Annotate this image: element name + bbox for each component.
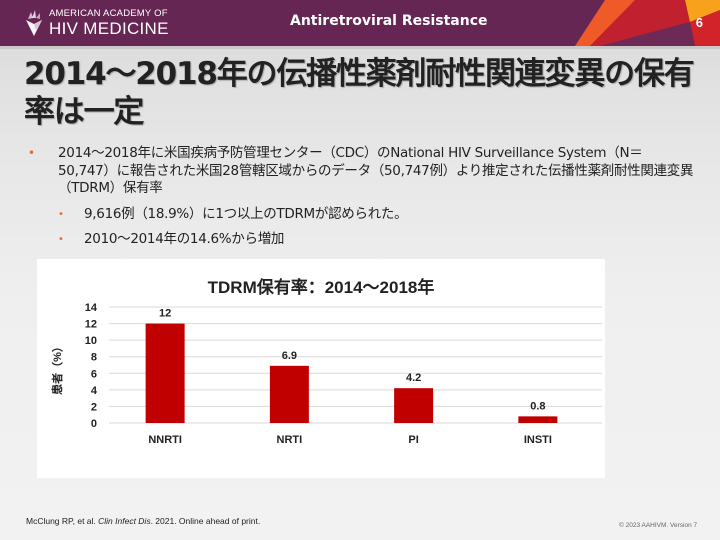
data-labels: 12 6.9 4.2 0.8 (159, 308, 546, 413)
x-axis-ticks: NNRTI NRTI PI INSTI (148, 434, 552, 446)
y-tick-label: 2 (91, 401, 97, 413)
bar-insti (518, 416, 558, 423)
bullet-dot-icon: • (58, 208, 64, 220)
sub-bullet-item: • 2010～2014年の14.6%から増加 (24, 231, 694, 248)
copyright: © 2023 AAHIVM. Version 7 (619, 522, 698, 529)
sub-bullet-item: • 9,616例（18.9%）に1つ以上のTDRMが認められた。 (24, 206, 694, 223)
sub-bullet-text: 9,616例（18.9%）に1つ以上のTDRMが認められた。 (84, 205, 408, 222)
x-tick-label: PI (408, 434, 418, 446)
x-tick-label: NNRTI (148, 434, 182, 446)
logo-text: AMERICAN ACADEMY OF HIV MEDICINE (49, 9, 169, 37)
header-divider (0, 46, 720, 49)
y-axis-ticks: 0 2 4 6 8 10 12 14 (85, 302, 98, 430)
page-number: 6 (695, 15, 703, 30)
logo-line1: AMERICAN ACADEMY OF (49, 8, 168, 20)
bar-pi (394, 388, 434, 423)
bullet-dot-icon: • (58, 233, 64, 245)
x-tick-label: INSTI (524, 434, 552, 446)
reference-rest: . 2021. Online ahead of print. (150, 516, 261, 526)
bar-nnrti (145, 323, 185, 423)
bullet-text: 2014～2018年に米国疾病予防管理センター（CDC）のNational HI… (58, 145, 694, 196)
header-accent-graphic (550, 0, 720, 46)
y-tick-label: 8 (91, 352, 97, 364)
logo-mark-icon (26, 10, 42, 36)
bullet-item: • 2014～2018年に米国疾病予防管理センター（CDC）のNational … (24, 145, 694, 198)
data-label: 12 (159, 308, 171, 320)
y-tick-label: 0 (91, 418, 97, 430)
reference-citation: McClung RP, et al. Clin Infect Dis. 2021… (26, 516, 260, 526)
bullet-list: • 2014～2018年に米国疾病予防管理センター（CDC）のNational … (24, 145, 694, 248)
bullet-dot-icon: • (28, 146, 35, 160)
data-label: 4.2 (406, 372, 421, 384)
x-tick-label: NRTI (277, 434, 303, 446)
y-axis-label: 患者（%） (50, 341, 64, 395)
y-tick-label: 6 (91, 368, 97, 380)
sub-bullet-text: 2010～2014年の14.6%から増加 (84, 230, 285, 247)
y-tick-label: 10 (85, 335, 97, 347)
y-tick-label: 14 (85, 302, 98, 314)
bar-chart: 0 2 4 6 8 10 12 14 12 6.9 4.2 0.8 NNRTI NRTI PI INSTI… (50, 302, 602, 446)
section-title: Antiretroviral Resistance (290, 13, 488, 29)
slide-title: 2014～2018年の伝播性薬剤耐性関連変異の保有率は一定 (24, 56, 695, 130)
reference-journal: Clin Infect Dis (98, 516, 151, 526)
data-label: 0.8 (530, 400, 545, 412)
data-label: 6.9 (282, 350, 297, 362)
aahivm-logo: AMERICAN ACADEMY OF HIV MEDICINE (24, 8, 169, 38)
chart-panel: TDRM保有率：2014～2018年 0 2 4 6 8 10 12 14 12 6.9 4.2 0… (37, 259, 605, 478)
y-tick-label: 12 (85, 319, 97, 331)
reference-authors: McClung RP, et al. (26, 516, 96, 526)
bar-nrti (269, 365, 309, 423)
logo-line2: HIV MEDICINE (49, 18, 169, 38)
header-bar: AMERICAN ACADEMY OF HIV MEDICINE Antiret… (0, 0, 720, 46)
bars (145, 323, 558, 423)
y-tick-label: 4 (91, 385, 98, 397)
chart-title: TDRM保有率：2014～2018年 (207, 278, 435, 297)
